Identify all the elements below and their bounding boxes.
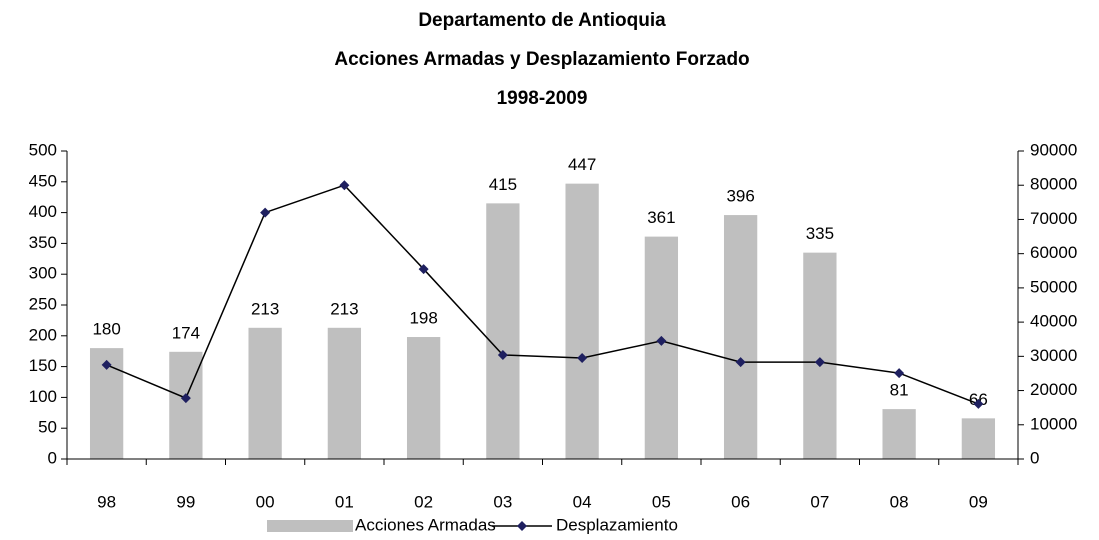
x-tick-label: 03 (493, 492, 512, 511)
y2-tick-label: 70000 (1030, 209, 1077, 228)
y-tick-label: 500 (29, 140, 57, 159)
bar (169, 351, 203, 459)
marker (418, 264, 429, 275)
data-label: 447 (568, 155, 596, 174)
data-label: 396 (726, 187, 754, 206)
bar (565, 183, 599, 459)
x-tick-label: 06 (731, 492, 750, 511)
y2-tick-label: 60000 (1030, 243, 1077, 262)
y-tick-label: 50 (38, 418, 57, 437)
chart-title: Departamento de Antioquia (418, 10, 666, 31)
data-label: 81 (890, 381, 909, 400)
data-label: 361 (647, 208, 675, 227)
x-tick-label: 04 (573, 492, 592, 511)
bar (723, 215, 758, 459)
chart-title: Acciones Armadas y Desplazamiento Forzad… (334, 49, 749, 70)
y2-tick-label: 30000 (1030, 346, 1077, 365)
marker (656, 335, 667, 346)
marker (339, 180, 350, 191)
y-tick-label: 150 (29, 356, 57, 375)
chart-title: 1998-2009 (497, 88, 588, 109)
bar (882, 409, 916, 459)
legend-swatch (267, 520, 353, 532)
y-tick-label: 250 (29, 294, 57, 313)
legend-marker (517, 521, 527, 531)
marker (577, 353, 588, 364)
data-label: 213 (251, 299, 279, 318)
x-tick-label: 07 (810, 492, 829, 511)
y-tick-label: 350 (29, 233, 57, 252)
marker (973, 398, 984, 409)
data-label: 174 (172, 323, 200, 342)
data-label: 180 (92, 320, 120, 339)
bar (961, 418, 996, 459)
bar (803, 252, 837, 459)
bar (406, 337, 441, 459)
data-label: 415 (489, 175, 517, 194)
bar (644, 236, 679, 459)
y2-tick-label: 0 (1030, 448, 1039, 467)
y2-tick-label: 50000 (1030, 277, 1077, 296)
y-tick-label: 200 (29, 325, 57, 344)
y2-tick-label: 10000 (1030, 414, 1077, 433)
x-tick-label: 05 (652, 492, 671, 511)
marker (101, 359, 112, 370)
x-tick-label: 99 (176, 492, 195, 511)
marker (260, 207, 271, 218)
x-tick-label: 98 (97, 492, 116, 511)
y-tick-label: 450 (29, 171, 57, 190)
y-tick-label: 300 (29, 264, 57, 283)
bar (327, 327, 362, 459)
data-label: 335 (806, 224, 834, 243)
data-label: 198 (409, 309, 437, 328)
x-tick-label: 09 (969, 492, 988, 511)
y2-tick-label: 20000 (1030, 380, 1077, 399)
marker (180, 393, 191, 404)
marker (894, 368, 905, 379)
legend-label: Acciones Armadas (355, 515, 496, 534)
line (106, 184, 979, 405)
y2-tick-label: 90000 (1030, 140, 1077, 159)
x-tick-label: 01 (335, 492, 354, 511)
y2-tick-label: 80000 (1030, 175, 1077, 194)
x-tick-label: 08 (890, 492, 909, 511)
y-tick-label: 400 (29, 202, 57, 221)
x-tick-label: 00 (256, 492, 275, 511)
legend-label: Desplazamiento (556, 515, 678, 534)
data-label: 213 (330, 299, 358, 318)
marker (497, 349, 508, 360)
marker (814, 357, 825, 368)
x-tick-label: 02 (414, 492, 433, 511)
bar (248, 327, 282, 459)
marker (735, 357, 746, 368)
y-tick-label: 0 (48, 448, 57, 467)
bar (486, 203, 520, 459)
y2-tick-label: 40000 (1030, 312, 1077, 331)
y-tick-label: 100 (29, 387, 57, 406)
